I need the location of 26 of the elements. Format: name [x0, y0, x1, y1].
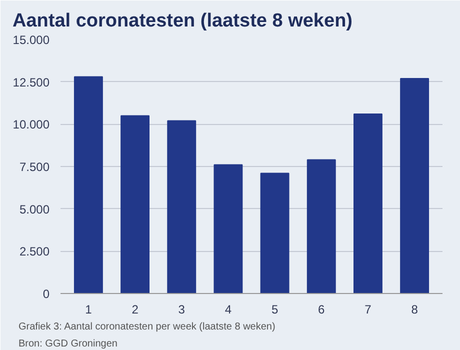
y-tick-label: 7.500: [19, 160, 50, 174]
x-tick-label: 2: [132, 302, 139, 316]
y-tick-label: 15.000: [12, 33, 50, 47]
x-tick-label: 7: [364, 302, 372, 316]
y-tick-label: 0: [42, 287, 50, 301]
bar: [120, 115, 150, 294]
y-tick-label: 10.000: [12, 118, 50, 132]
chart-title: Aantal coronatesten (laatste 8 weken): [12, 10, 352, 32]
x-tick-label: 8: [411, 302, 418, 316]
x-tick-label: 3: [178, 302, 186, 316]
bar: [306, 159, 336, 294]
bar: [214, 164, 243, 294]
y-tick-label: 5.000: [19, 202, 50, 216]
text: Grafiek 3: Aantal coronatesten per week (laatste 8 weken): [18, 322, 276, 332]
x-tick-label: 4: [224, 302, 232, 316]
text: Bron: GGD Groningen: [18, 338, 118, 350]
bar: [400, 78, 430, 294]
bar: [353, 114, 382, 294]
bar: [167, 120, 196, 294]
y-tick-label: 2.500: [19, 244, 50, 259]
x-tick-label: 5: [271, 302, 278, 316]
y-tick-label: 12.500: [12, 75, 50, 90]
bar: [74, 76, 103, 294]
bar: [260, 172, 290, 294]
x-tick-label: 1: [85, 302, 92, 316]
x-tick-label: 6: [318, 302, 326, 316]
